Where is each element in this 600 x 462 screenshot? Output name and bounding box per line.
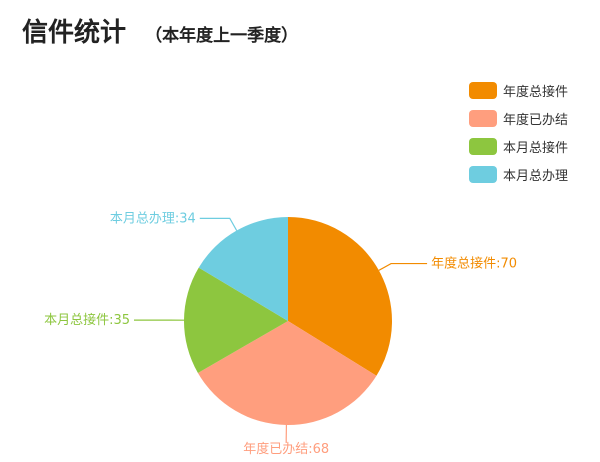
pie-slice[interactable] bbox=[184, 267, 288, 373]
legend-label: 年度已办结 bbox=[503, 112, 569, 128]
legend-label: 本月总接件 bbox=[503, 140, 569, 156]
legend-item-annual-received[interactable]: 年度总接件 bbox=[469, 76, 568, 104]
legend-item-monthly-received[interactable]: 本月总接件 bbox=[469, 132, 568, 160]
pie-slice[interactable] bbox=[197, 321, 377, 426]
leader-line bbox=[199, 217, 238, 231]
slice-data-label: 本月总接件:35 bbox=[44, 312, 130, 328]
leader-line bbox=[378, 262, 428, 271]
pie-slice[interactable] bbox=[198, 217, 288, 321]
legend: 年度总接件 年度已办结 本月总接件 本月总办理 bbox=[469, 76, 568, 188]
chart-title: 信件统计 bbox=[22, 18, 127, 48]
slice-data-label: 年度总接件:70 bbox=[431, 256, 517, 272]
slice-data-label: 本月总办理:34 bbox=[110, 211, 196, 226]
legend-label: 本月总办理 bbox=[503, 168, 569, 184]
legend-item-monthly-handled[interactable]: 本月总办理 bbox=[469, 160, 568, 188]
slice-data-label: 年度已办结:68 bbox=[243, 441, 329, 457]
legend-item-annual-completed[interactable]: 年度已办结 bbox=[469, 104, 568, 132]
pie-slice[interactable] bbox=[288, 217, 393, 376]
chart-header: 信件统计 （本年度上一季度） bbox=[22, 12, 298, 49]
legend-label: 年度总接件 bbox=[503, 84, 569, 100]
legend-swatch bbox=[469, 109, 497, 127]
legend-swatch bbox=[469, 165, 497, 183]
legend-swatch bbox=[469, 137, 497, 155]
chart-subtitle: （本年度上一季度） bbox=[145, 26, 299, 46]
legend-swatch bbox=[469, 81, 497, 99]
